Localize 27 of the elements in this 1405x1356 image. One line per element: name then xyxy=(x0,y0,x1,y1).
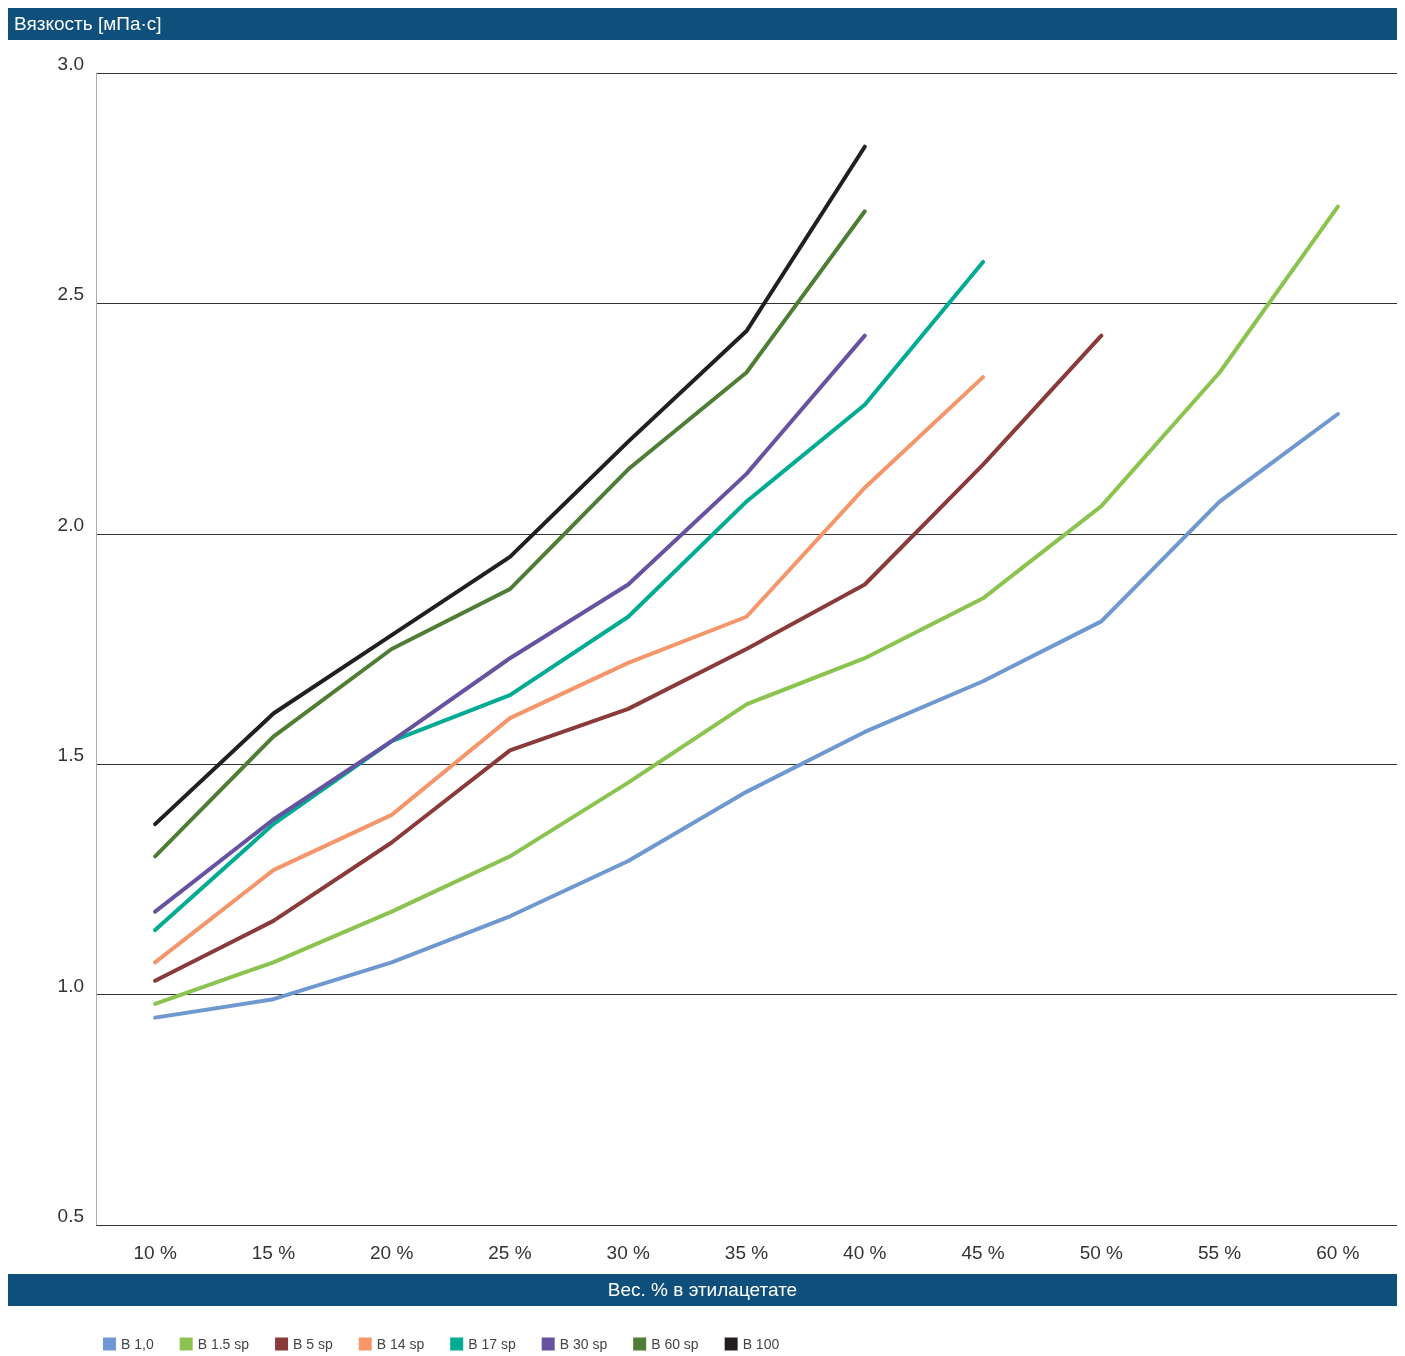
legend-label: B 14 sp xyxy=(376,1336,425,1352)
y-tick-label: 0.5 xyxy=(57,1205,84,1226)
legend-label: B 17 sp xyxy=(468,1336,516,1352)
y-tick-label: 2.5 xyxy=(57,283,84,305)
legend-label: B 30 sp xyxy=(559,1336,608,1352)
x-tick-label: 50 % xyxy=(1079,1242,1124,1263)
x-tick-label: 20 % xyxy=(370,1242,414,1263)
x-tick-label: 60 % xyxy=(1316,1242,1360,1263)
x-tick-label: 10 % xyxy=(133,1242,177,1263)
legend-label: B 60 sp xyxy=(651,1336,699,1352)
legend-label: B 5 sp xyxy=(293,1336,333,1352)
y-tick-label: 3.0 xyxy=(57,53,84,74)
x-axis-title: Вес. % в этилацетате xyxy=(8,1274,1397,1306)
legend-label: B 100 xyxy=(742,1336,780,1352)
x-tick-label: 15 % xyxy=(251,1242,296,1263)
legend-label: B 1.5 sp xyxy=(197,1336,250,1352)
y-tick-label: 1.5 xyxy=(57,744,84,766)
x-tick-label: 45 % xyxy=(961,1242,1005,1263)
x-tick-label: 30 % xyxy=(606,1242,650,1263)
y-tick-label: 1.0 xyxy=(57,974,84,996)
x-tick-label: 35 % xyxy=(724,1242,769,1263)
x-tick-label: 40 % xyxy=(843,1242,887,1263)
y-tick-label: 2.0 xyxy=(57,513,84,535)
x-tick-label: 25 % xyxy=(488,1242,532,1263)
x-tick-label: 55 % xyxy=(1197,1242,1242,1263)
y-axis-title: Вязкость [мПа·с] xyxy=(8,8,1397,40)
legend-label: B 1,0 xyxy=(121,1336,154,1352)
